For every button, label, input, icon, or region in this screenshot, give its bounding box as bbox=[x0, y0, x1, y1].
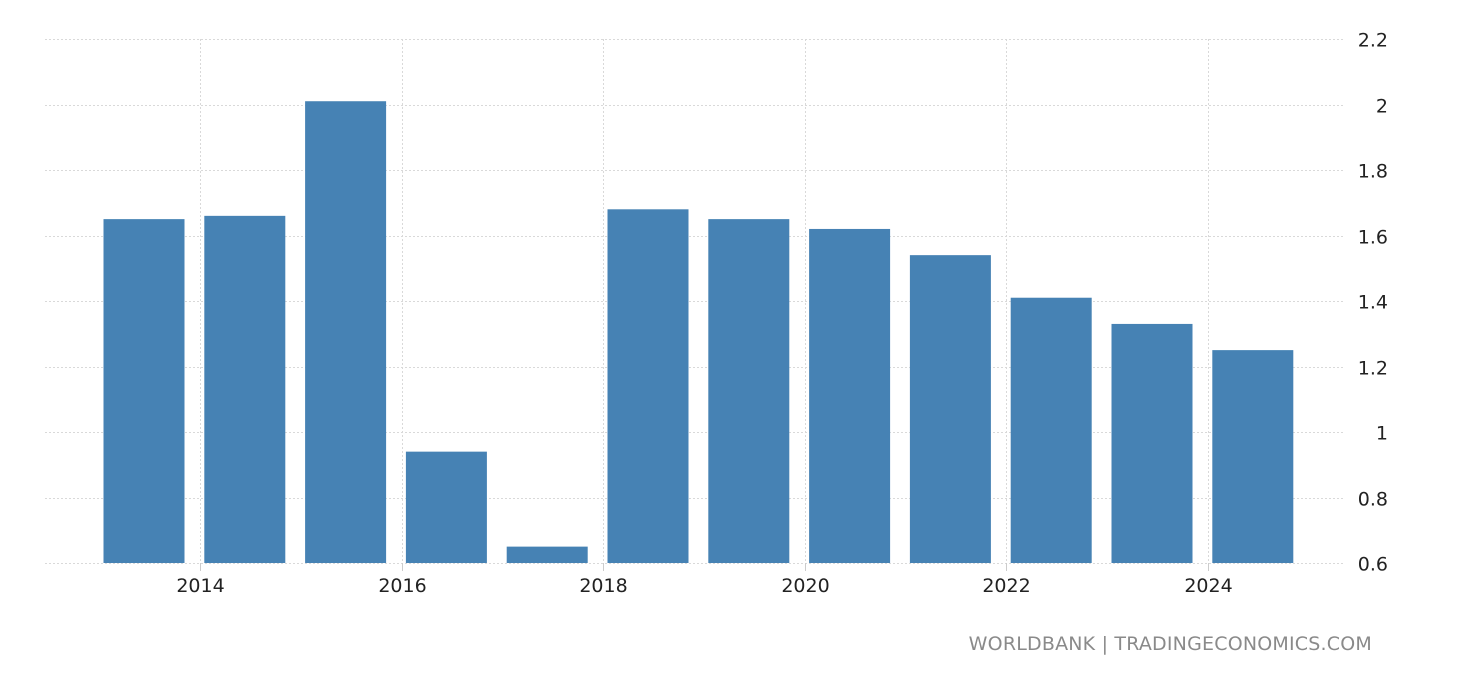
y-tick-label: 2 bbox=[1376, 96, 1388, 118]
y-tick-label: 0.8 bbox=[1358, 489, 1388, 511]
bar bbox=[607, 209, 689, 564]
x-axis-ticks: 2014 2016 2018 2020 2022 2024 bbox=[176, 563, 1233, 597]
bars bbox=[103, 101, 1294, 564]
y-tick-label: 1.2 bbox=[1358, 358, 1388, 380]
bar bbox=[103, 219, 185, 563]
bar bbox=[204, 215, 286, 563]
y-axis-ticks: 0.6 0.8 1 1.2 1.4 1.6 1.8 2 2.2 bbox=[1358, 30, 1388, 576]
x-tick-label: 2016 bbox=[378, 575, 426, 597]
bar bbox=[909, 255, 991, 563]
y-tick-label: 0.6 bbox=[1358, 554, 1388, 576]
bar bbox=[708, 219, 790, 563]
x-tick-label: 2014 bbox=[176, 575, 224, 597]
x-tick-label: 2024 bbox=[1184, 575, 1232, 597]
x-tick-label: 2018 bbox=[579, 575, 627, 597]
x-tick-label: 2022 bbox=[982, 575, 1030, 597]
y-tick-label: 1.6 bbox=[1358, 227, 1388, 249]
y-tick-label: 1.8 bbox=[1358, 161, 1388, 183]
y-tick-label: 1 bbox=[1376, 423, 1388, 445]
y-tick-label: 2.2 bbox=[1358, 30, 1388, 52]
source-label: WORLDBANK | TRADINGECONOMICS.COM bbox=[968, 633, 1372, 655]
bar bbox=[1010, 297, 1092, 563]
bar bbox=[405, 451, 487, 563]
bar bbox=[1111, 323, 1193, 563]
y-tick-label: 1.4 bbox=[1358, 292, 1388, 314]
bar bbox=[809, 228, 891, 563]
x-tick-label: 2020 bbox=[781, 575, 829, 597]
bar bbox=[305, 101, 387, 563]
bar bbox=[1212, 350, 1294, 563]
bar bbox=[506, 546, 588, 563]
